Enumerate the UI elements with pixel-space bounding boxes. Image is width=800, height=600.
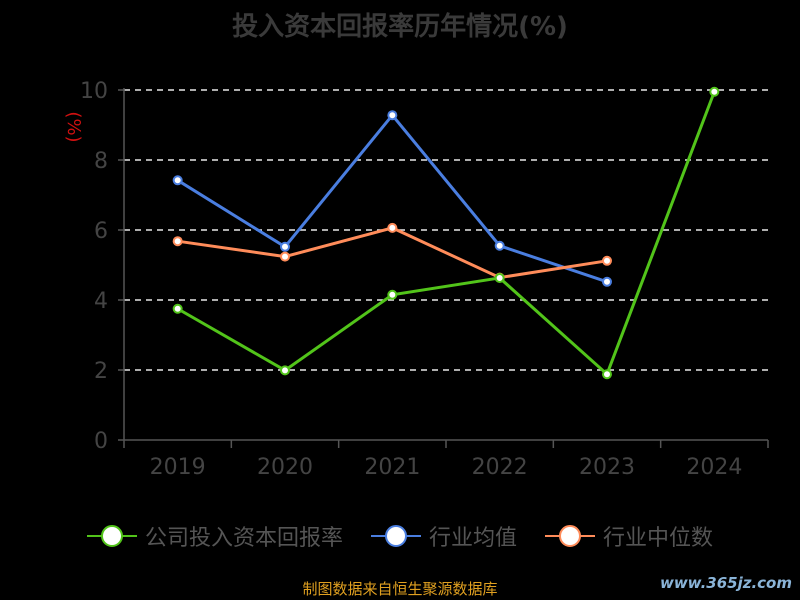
legend-label: 行业均值 xyxy=(428,526,517,551)
data-point xyxy=(172,303,183,314)
data-point xyxy=(494,272,505,283)
legend-item[interactable]: 行业中位数 xyxy=(545,520,713,552)
data-point xyxy=(494,240,505,251)
legend-swatch xyxy=(545,524,595,548)
y-tick-label: 8 xyxy=(94,149,108,174)
x-tick-label: 2020 xyxy=(257,455,313,480)
x-tick-label: 2024 xyxy=(686,455,742,480)
data-point xyxy=(602,276,612,287)
legend-item[interactable]: 公司投入资本回报率 xyxy=(86,520,343,552)
legend-label: 行业中位数 xyxy=(603,526,714,551)
data-point xyxy=(387,222,398,233)
legend-swatch xyxy=(86,524,137,548)
footer-source: 制图数据来自恒生聚源数据库 xyxy=(302,580,498,598)
data-point xyxy=(709,86,720,97)
data-point xyxy=(172,175,183,186)
series-line xyxy=(177,226,608,280)
legend-label: 公司投入资本回报率 xyxy=(144,526,343,551)
data-point xyxy=(602,369,612,380)
y-axis-label: (%) xyxy=(63,111,84,142)
series-line xyxy=(176,91,716,377)
data-point xyxy=(602,255,612,266)
data-point xyxy=(172,236,183,247)
x-tick-label: 2021 xyxy=(364,455,420,480)
data-point xyxy=(387,110,398,121)
watermark: www.365jz.com xyxy=(659,574,792,592)
legend-item[interactable]: 行业均值 xyxy=(370,520,517,552)
y-tick-label: 4 xyxy=(94,289,108,314)
x-tick-label: 2023 xyxy=(579,455,635,480)
y-tick-label: 2 xyxy=(94,359,108,384)
data-point xyxy=(280,241,290,252)
y-tick-label: 0 xyxy=(94,429,108,454)
data-point xyxy=(280,365,290,376)
data-point xyxy=(387,289,398,300)
legend: 公司投入资本回报率 行业均值 行业中位数 xyxy=(0,520,800,552)
y-tick-label: 10 xyxy=(80,79,108,104)
y-tick-label: 6 xyxy=(94,219,108,244)
legend-swatch xyxy=(370,524,421,548)
chart-title: 投入资本回报率历年情况(%) xyxy=(232,12,568,42)
series-line xyxy=(176,112,608,284)
data-point xyxy=(280,251,290,262)
x-tick-label: 2022 xyxy=(472,455,528,480)
x-tick-label: 2019 xyxy=(150,455,206,480)
